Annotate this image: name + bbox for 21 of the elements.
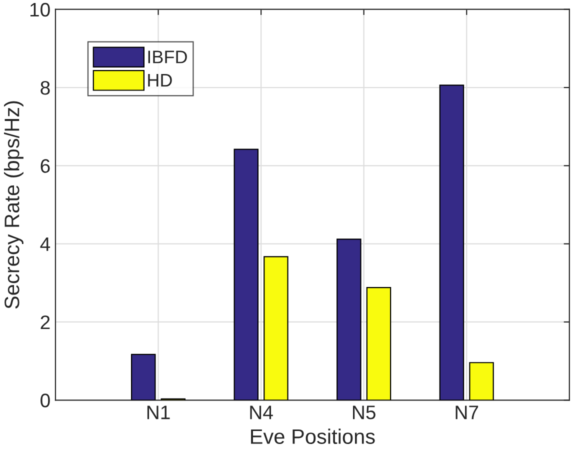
bar [264,256,288,400]
x-axis-title: Eve Positions [251,428,375,444]
y-axis-title: Secrecy Rate (bps/Hz) [4,101,24,309]
x-tick-label: N1 [147,406,170,420]
legend-label: IBFD [148,50,187,64]
y-tick-label: 10 [30,2,50,17]
bar [439,84,464,400]
x-tick-label: N4 [250,406,273,420]
y-tick-label: 8 [40,80,50,95]
y-tick-label: 0 [40,394,50,408]
bar [234,148,259,400]
y-tick-label: 6 [40,159,50,173]
y-tick-label: 2 [40,315,50,330]
bar [336,238,362,400]
y-tick-label: 4 [40,237,50,251]
x-tick-label: N5 [353,406,376,420]
x-tick-label: N7 [456,406,478,420]
bar [469,362,494,400]
bar [366,287,392,400]
legend-label: HD [148,74,172,86]
bar [130,354,156,400]
